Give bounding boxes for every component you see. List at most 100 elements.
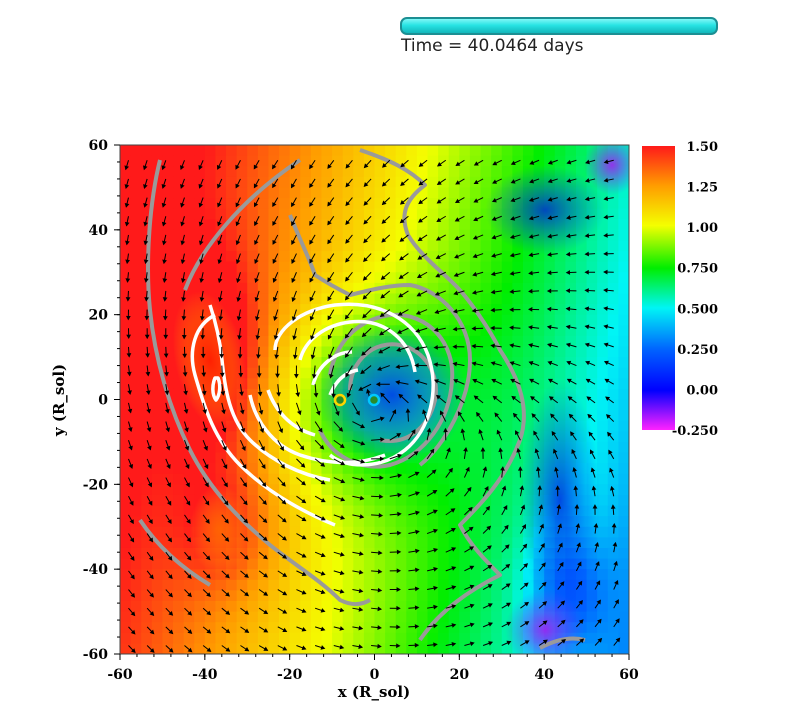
field-cell: [141, 145, 153, 157]
field-cell: [533, 346, 545, 358]
field-cell: [130, 643, 142, 654]
time-progress-bar: [400, 17, 718, 35]
field-cell: [385, 261, 397, 273]
field-cell: [310, 282, 323, 295]
velocity-arrow-head: [414, 624, 420, 629]
field-cell: [427, 632, 439, 644]
field-cell: [448, 251, 460, 263]
velocity-arrow-head: [291, 278, 296, 283]
field-cell: [363, 251, 376, 263]
velocity-arrow-head: [263, 591, 269, 596]
velocity-arrow-head: [130, 611, 136, 617]
field-cell: [342, 494, 354, 507]
field-cell: [289, 145, 301, 157]
velocity-arrow-head: [180, 278, 186, 284]
velocity-arrow-head: [144, 315, 150, 321]
field-cell: [289, 579, 301, 591]
field-cell: [491, 537, 503, 549]
field-cell: [342, 155, 354, 167]
velocity-arrow-head: [377, 587, 383, 593]
field-cell: [300, 229, 312, 242]
field-cell: [120, 505, 132, 517]
velocity-arrow-head: [144, 334, 150, 340]
velocity-arrow-head: [378, 531, 383, 537]
field-cell: [480, 335, 492, 348]
velocity-arrow-head: [492, 395, 498, 401]
field-cell: [321, 335, 333, 348]
field-cell: [374, 484, 386, 496]
field-cell: [257, 463, 270, 475]
velocity-arrow-head: [529, 160, 535, 165]
field-cell: [215, 611, 227, 623]
field-cell: [279, 590, 291, 602]
field-cell: [183, 526, 195, 538]
velocity-arrow-head: [399, 218, 405, 224]
field-cell: [438, 314, 450, 326]
velocity-arrow-head: [344, 333, 350, 339]
field-cell: [491, 325, 503, 337]
field-cell: [459, 547, 471, 560]
velocity-arrow-head: [273, 316, 278, 321]
velocity-arrow-head: [345, 372, 350, 378]
field-cell: [257, 145, 270, 157]
field-cell: [480, 569, 492, 581]
field-cell: [247, 166, 259, 178]
field-cell: [173, 452, 185, 464]
field-cell: [289, 166, 301, 178]
velocity-arrow-head: [254, 278, 259, 283]
field-cell: [491, 473, 503, 485]
field-cell: [279, 622, 291, 634]
field-cell: [438, 590, 450, 602]
field-cell: [406, 176, 418, 189]
velocity-arrow-head: [414, 642, 420, 648]
field-cell: [183, 420, 195, 432]
field-cell: [173, 410, 185, 422]
field-cell: [204, 473, 217, 485]
field-cell: [480, 282, 492, 295]
velocity-arrow-head: [184, 445, 190, 451]
field-cell: [448, 611, 460, 623]
field-cell: [247, 505, 259, 517]
field-cell: [374, 166, 386, 178]
field-cell: [247, 410, 259, 422]
velocity-arrow-head: [262, 536, 268, 542]
field-cell: [607, 590, 619, 602]
velocity-arrow-head: [567, 396, 573, 401]
field-cell: [438, 484, 450, 496]
field-cell: [448, 208, 460, 220]
field-cell: [448, 452, 460, 464]
field-cell: [247, 272, 259, 284]
field-cell: [151, 335, 164, 348]
velocity-arrow-head: [235, 183, 240, 189]
field-cell: [480, 176, 492, 189]
colorbar-tick-label: 0.250: [677, 343, 718, 358]
velocity-arrow-head: [225, 628, 231, 634]
field-cell: [300, 219, 312, 231]
field-cell: [385, 473, 397, 485]
field-cell: [310, 494, 323, 507]
field-cell: [427, 452, 439, 464]
field-cell: [406, 569, 418, 581]
velocity-arrow-head: [509, 271, 515, 276]
velocity-arrow-head: [149, 648, 155, 653]
field-cell: [120, 399, 132, 411]
field-cell: [448, 441, 460, 454]
field-cell: [480, 166, 492, 178]
velocity-arrow-head: [400, 181, 406, 187]
field-cell: [204, 229, 217, 242]
field-cell: [438, 494, 450, 507]
velocity-arrow-head: [487, 603, 493, 608]
field-cell: [120, 145, 132, 157]
field-cell: [120, 357, 132, 369]
field-cell: [353, 590, 365, 602]
field-cell: [183, 240, 195, 252]
field-cell: [618, 346, 629, 358]
field-cell: [257, 452, 270, 464]
velocity-arrow-head: [510, 216, 516, 221]
field-cell: [257, 367, 270, 379]
field-cell: [533, 357, 545, 369]
field-cell: [427, 494, 439, 507]
velocity-arrow-head: [263, 609, 269, 615]
field-cell: [130, 600, 142, 613]
field-cell: [120, 388, 132, 401]
